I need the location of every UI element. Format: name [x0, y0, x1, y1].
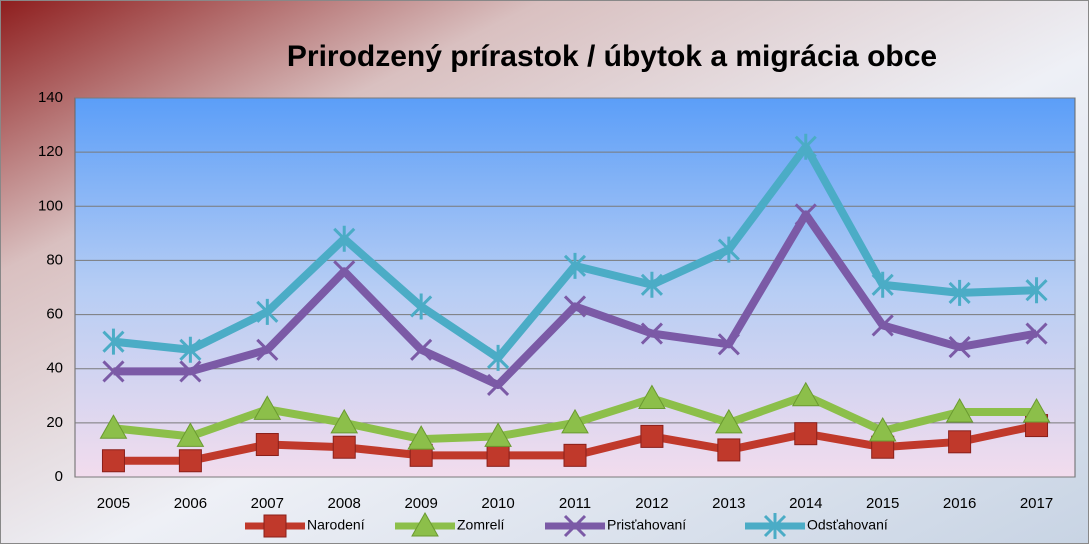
x-tick-label: 2005	[97, 495, 130, 512]
x-tick-label: 2008	[328, 495, 361, 512]
y-tick-label: 60	[46, 306, 63, 323]
data-point	[717, 236, 740, 263]
data-point	[871, 271, 894, 298]
data-point	[794, 133, 817, 160]
data-point	[256, 298, 279, 325]
data-point	[410, 338, 433, 361]
data-point	[101, 449, 125, 473]
data-point	[102, 328, 125, 355]
x-tick-label: 2015	[866, 495, 899, 512]
data-point	[794, 203, 817, 226]
x-tick-label: 2009	[404, 495, 437, 512]
chart-title: Prirodzený prírastok / úbytok a migrácia…	[287, 40, 937, 73]
data-point	[484, 422, 512, 447]
y-tick-label: 100	[38, 197, 63, 214]
data-point	[179, 336, 202, 363]
data-point	[717, 333, 740, 356]
x-tick-label: 2011	[559, 495, 591, 512]
data-point	[563, 252, 587, 279]
legend-label: Prisťahovaní	[607, 517, 686, 533]
y-tick-label: 80	[46, 251, 63, 268]
data-point	[948, 430, 972, 454]
data-point	[638, 384, 666, 409]
data-point	[102, 360, 125, 383]
x-tick-label: 2014	[789, 495, 822, 512]
legend-label: Zomrelí	[457, 517, 505, 533]
data-point	[791, 381, 820, 407]
data-point	[948, 335, 971, 359]
data-point	[563, 295, 587, 318]
data-point	[179, 360, 202, 383]
x-tick-label: 2013	[712, 495, 745, 512]
legend-marker	[763, 513, 787, 539]
data-point	[714, 408, 743, 434]
data-point	[330, 408, 359, 434]
y-tick-label: 20	[46, 414, 63, 431]
data-point	[561, 408, 589, 434]
y-tick-label: 0	[55, 468, 63, 485]
data-point	[255, 433, 279, 457]
x-tick-label: 2012	[635, 495, 668, 512]
x-tick-label: 2006	[174, 495, 207, 512]
x-tick-label: 2016	[943, 495, 976, 512]
legend-marker	[263, 514, 287, 538]
x-tick-label: 2007	[251, 495, 284, 512]
data-point	[717, 438, 741, 462]
data-point	[256, 338, 279, 361]
y-tick-label: 120	[38, 143, 63, 160]
data-point	[1022, 398, 1051, 423]
data-point	[868, 416, 897, 442]
data-point	[176, 422, 205, 447]
legend-label: Narodení	[307, 517, 365, 533]
data-point	[794, 422, 818, 446]
data-point	[1025, 277, 1048, 304]
data-point	[410, 293, 433, 320]
data-point	[332, 435, 356, 459]
data-point	[945, 398, 974, 423]
data-point	[640, 322, 663, 345]
data-point	[99, 414, 128, 439]
data-point	[487, 344, 510, 371]
data-point	[333, 260, 356, 283]
legend-marker	[563, 514, 587, 538]
x-tick-label: 2010	[481, 495, 514, 512]
data-point	[948, 279, 971, 306]
legend-marker	[411, 511, 439, 537]
data-point	[640, 424, 664, 448]
data-point	[1025, 322, 1048, 345]
y-tick-label: 140	[38, 89, 63, 106]
data-point	[487, 373, 510, 397]
data-point	[178, 449, 202, 473]
data-point	[871, 314, 894, 337]
data-point	[563, 443, 587, 467]
data-point	[407, 425, 436, 450]
legend-label: Odsťahovaní	[807, 517, 888, 533]
y-tick-label: 40	[46, 360, 63, 377]
x-tick-label: 2017	[1020, 495, 1053, 512]
data-point	[486, 443, 510, 467]
data-point	[640, 271, 663, 298]
data-point	[333, 225, 356, 252]
data-point	[253, 395, 282, 420]
